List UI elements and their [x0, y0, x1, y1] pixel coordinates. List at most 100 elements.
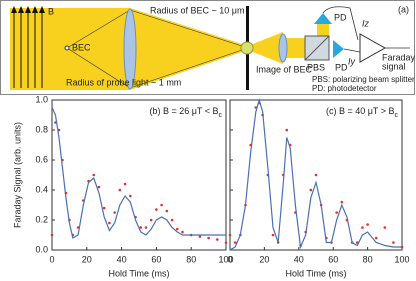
x-axis-label: Hold Time (ms) — [108, 268, 169, 278]
lens — [123, 8, 137, 90]
data-point — [160, 203, 163, 207]
y-tick-label: 0.2 — [35, 214, 48, 224]
plot-frame — [51, 99, 227, 251]
note: PBS: polarizing beam splitter — [312, 75, 415, 84]
data-point — [216, 238, 219, 241]
data-point — [129, 194, 132, 198]
probe-radius: Radius of probe light ~ 1 mm — [66, 77, 181, 87]
chart-title-subscript: c — [219, 112, 223, 119]
data-point — [102, 206, 106, 210]
chart-title: (b) B = 26 μT < Bc — [149, 106, 222, 118]
wire — [343, 48, 361, 53]
data-point — [175, 227, 179, 231]
photodetector — [333, 40, 344, 58]
fit-line — [51, 107, 226, 239]
data-point — [144, 226, 148, 229]
x-tick-label: 100 — [218, 254, 233, 264]
data-point — [340, 200, 344, 204]
data-point — [170, 218, 174, 222]
chart-title-text: (c) B = 40 μT > B — [326, 106, 395, 116]
data-point — [50, 233, 54, 237]
data-point — [224, 241, 228, 244]
image-label: Image of BEC — [256, 64, 313, 74]
ray — [66, 47, 131, 89]
panel-frame — [0, 0, 415, 95]
x-tick-label: 40 — [117, 254, 127, 264]
data-point — [92, 173, 96, 177]
pd-label: PD — [334, 12, 347, 22]
data-point — [207, 236, 210, 240]
x-tick-label: 100 — [394, 254, 409, 264]
beam — [248, 32, 283, 64]
wire — [322, 6, 359, 41]
x-tick-label: 0 — [227, 254, 232, 264]
data-point — [155, 208, 158, 211]
y-tick-label: 0.6 — [35, 154, 48, 164]
data-point — [335, 211, 338, 214]
bec — [64, 45, 70, 51]
data-point — [309, 188, 313, 192]
data-point — [181, 230, 184, 234]
photodetector — [314, 13, 332, 24]
beam — [283, 38, 305, 58]
lens — [278, 33, 288, 63]
pbs-label: PBS — [307, 62, 325, 72]
bec-label: BEC — [72, 42, 91, 52]
x-tick-label: 60 — [151, 254, 161, 264]
data-point — [198, 235, 202, 238]
bec-radius: Radius of BEC ~ 10 μm — [150, 5, 244, 15]
x-axis-label: Hold Time (ms) — [285, 268, 346, 278]
arrow-heads — [11, 6, 45, 13]
ray — [129, 9, 249, 49]
x-tick-label: 80 — [363, 254, 373, 264]
data-point — [113, 211, 116, 214]
diagram: B BEC Radius of BEC ~ 10 μm Radius of pr… — [0, 0, 416, 95]
ray — [129, 47, 249, 89]
x-tick-label: 20 — [259, 254, 269, 264]
data-point — [118, 188, 122, 192]
iy-label: Iy — [348, 56, 356, 66]
beam — [10, 8, 130, 90]
fit-line — [229, 97, 402, 251]
y-tick-label: 0.0 — [35, 244, 48, 254]
y-tick-label: 0.4 — [35, 184, 48, 194]
output-label: signal — [382, 61, 406, 71]
data-point — [271, 233, 275, 237]
x-tick-label: 0 — [49, 254, 54, 264]
data-point — [228, 233, 232, 237]
data-point — [314, 173, 318, 177]
data-point — [108, 221, 111, 225]
data-point — [374, 236, 378, 240]
data-point — [97, 185, 101, 189]
pd-label: PD — [335, 62, 348, 72]
plot-frame — [229, 99, 403, 251]
beam — [317, 24, 329, 36]
data-point — [392, 241, 395, 244]
data-point — [383, 226, 387, 229]
panel-label: (a) — [398, 4, 409, 14]
y-tick-label: 1.0 — [35, 94, 48, 104]
data-point — [361, 226, 364, 229]
chart-title: (c) B = 40 μT > Bc — [326, 106, 399, 118]
iz-label: Iz — [362, 18, 370, 28]
y-tick-label: 0.8 — [35, 124, 48, 134]
data-point — [165, 209, 169, 213]
data-point — [123, 182, 127, 186]
field-arrows — [13, 10, 43, 88]
x-tick-label: 40 — [294, 254, 304, 264]
x-tick-label: 60 — [328, 254, 338, 264]
x-tick-label: 80 — [186, 254, 196, 264]
data-point — [285, 128, 289, 132]
chart-title-text: (b) B = 26 μT < B — [149, 106, 218, 116]
data-point — [233, 241, 237, 244]
pbs-diagonal — [304, 35, 330, 61]
data-point — [149, 218, 153, 222]
data-point — [139, 226, 143, 229]
y-axis-label: Faraday Signal (arb. units) — [12, 122, 22, 228]
bec-image — [240, 41, 254, 55]
beam — [130, 8, 248, 90]
field-label: B — [48, 6, 54, 16]
amplifier — [359, 33, 387, 63]
x-tick-label: 20 — [82, 254, 92, 264]
